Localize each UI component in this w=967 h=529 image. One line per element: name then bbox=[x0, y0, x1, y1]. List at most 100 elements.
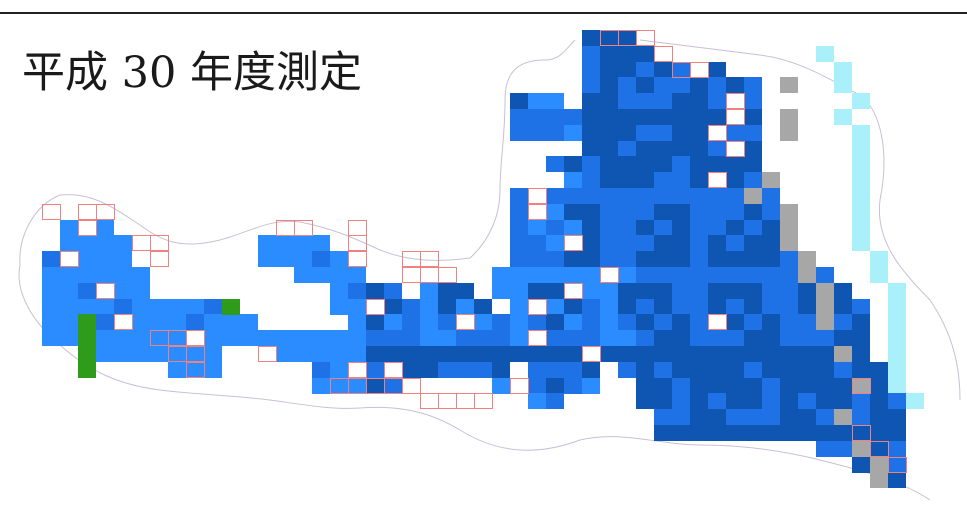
measurement-cell bbox=[294, 235, 312, 251]
measurement-cell bbox=[420, 299, 438, 315]
measurement-cell bbox=[510, 346, 528, 362]
measurement-cell bbox=[636, 220, 654, 236]
grid-cell-outline bbox=[600, 267, 619, 283]
measurement-cell bbox=[798, 330, 816, 346]
measurement-cell bbox=[582, 330, 600, 346]
measurement-cell bbox=[546, 330, 564, 346]
measurement-cell bbox=[690, 172, 708, 188]
measurement-cell bbox=[312, 330, 330, 346]
pale-cyan-cell bbox=[888, 283, 906, 299]
measurement-cell bbox=[546, 283, 564, 299]
grid-cell-outline bbox=[708, 172, 727, 188]
measurement-cell bbox=[582, 378, 600, 394]
measurement-cell bbox=[654, 204, 672, 220]
measurement-cell bbox=[546, 220, 564, 236]
measurement-cell bbox=[636, 125, 654, 141]
measurement-cell bbox=[726, 125, 744, 141]
measurement-cell bbox=[762, 362, 780, 378]
gray-cell bbox=[816, 299, 834, 315]
measurement-cell bbox=[348, 283, 366, 299]
measurement-cell bbox=[672, 77, 690, 93]
measurement-cell bbox=[222, 314, 240, 330]
measurement-cell bbox=[546, 109, 564, 125]
measurement-cell bbox=[834, 441, 852, 457]
measurement-cell bbox=[726, 299, 744, 315]
measurement-cell bbox=[60, 235, 78, 251]
measurement-cell bbox=[402, 346, 420, 362]
measurement-cell bbox=[708, 62, 726, 78]
measurement-cell bbox=[60, 299, 78, 315]
measurement-cell bbox=[618, 204, 636, 220]
measurement-cell bbox=[492, 346, 510, 362]
measurement-cell bbox=[726, 156, 744, 172]
measurement-cell bbox=[708, 409, 726, 425]
measurement-cell bbox=[726, 77, 744, 93]
measurement-cell bbox=[474, 299, 492, 315]
measurement-cell bbox=[672, 235, 690, 251]
measurement-cell bbox=[798, 283, 816, 299]
measurement-cell bbox=[114, 330, 132, 346]
measurement-cell bbox=[582, 156, 600, 172]
gray-cell bbox=[780, 109, 798, 125]
measurement-cell bbox=[618, 283, 636, 299]
measurement-cell bbox=[564, 172, 582, 188]
measurement-cell bbox=[672, 188, 690, 204]
measurement-cell bbox=[564, 109, 582, 125]
measurement-cell bbox=[546, 125, 564, 141]
measurement-cell bbox=[492, 283, 510, 299]
pale-cyan-cell bbox=[852, 125, 870, 141]
measurement-cell bbox=[438, 346, 456, 362]
measurement-cell bbox=[330, 330, 348, 346]
measurement-cell bbox=[564, 378, 582, 394]
measurement-cell bbox=[528, 220, 546, 236]
measurement-cell bbox=[636, 267, 654, 283]
measurement-cell bbox=[510, 251, 528, 267]
measurement-cell bbox=[852, 362, 870, 378]
measurement-cell bbox=[600, 172, 618, 188]
measurement-cell bbox=[672, 299, 690, 315]
measurement-cell bbox=[600, 62, 618, 78]
measurement-cell bbox=[816, 425, 834, 441]
measurement-cell bbox=[888, 425, 906, 441]
measurement-cell bbox=[42, 267, 60, 283]
measurement-cell bbox=[546, 267, 564, 283]
measurement-cell bbox=[186, 314, 204, 330]
measurement-cell bbox=[330, 251, 348, 267]
measurement-cell bbox=[366, 283, 384, 299]
measurement-cell bbox=[654, 393, 672, 409]
measurement-cell bbox=[546, 299, 564, 315]
measurement-cell bbox=[294, 346, 312, 362]
measurement-cell bbox=[726, 172, 744, 188]
measurement-cell bbox=[888, 441, 906, 457]
measurement-cell bbox=[366, 330, 384, 346]
measurement-cell bbox=[672, 62, 690, 78]
measurement-cell bbox=[528, 362, 546, 378]
pale-cyan-cell bbox=[816, 46, 834, 62]
measurement-cell bbox=[600, 156, 618, 172]
boundary-line bbox=[18, 264, 931, 501]
measurement-cell bbox=[726, 409, 744, 425]
measurement-cell bbox=[636, 235, 654, 251]
measurement-cell bbox=[618, 30, 636, 46]
measurement-cell bbox=[636, 314, 654, 330]
measurement-cell bbox=[582, 109, 600, 125]
pale-cyan-cell bbox=[870, 267, 888, 283]
grid-cell-outline bbox=[564, 283, 583, 299]
top-rule bbox=[0, 12, 967, 14]
measurement-cell bbox=[672, 204, 690, 220]
measurement-cell bbox=[204, 314, 222, 330]
measurement-cell bbox=[834, 393, 852, 409]
measurement-cell bbox=[60, 283, 78, 299]
measurement-cell bbox=[636, 362, 654, 378]
measurement-cell bbox=[654, 362, 672, 378]
measurement-cell bbox=[690, 409, 708, 425]
grid-cell-outline bbox=[510, 378, 529, 394]
grid-cell-outline bbox=[348, 362, 367, 378]
measurement-cell bbox=[690, 141, 708, 157]
measurement-cell bbox=[564, 125, 582, 141]
grid-cell-outline bbox=[348, 220, 367, 236]
measurement-cell bbox=[456, 299, 474, 315]
measurement-cell bbox=[672, 283, 690, 299]
measurement-cell bbox=[618, 141, 636, 157]
